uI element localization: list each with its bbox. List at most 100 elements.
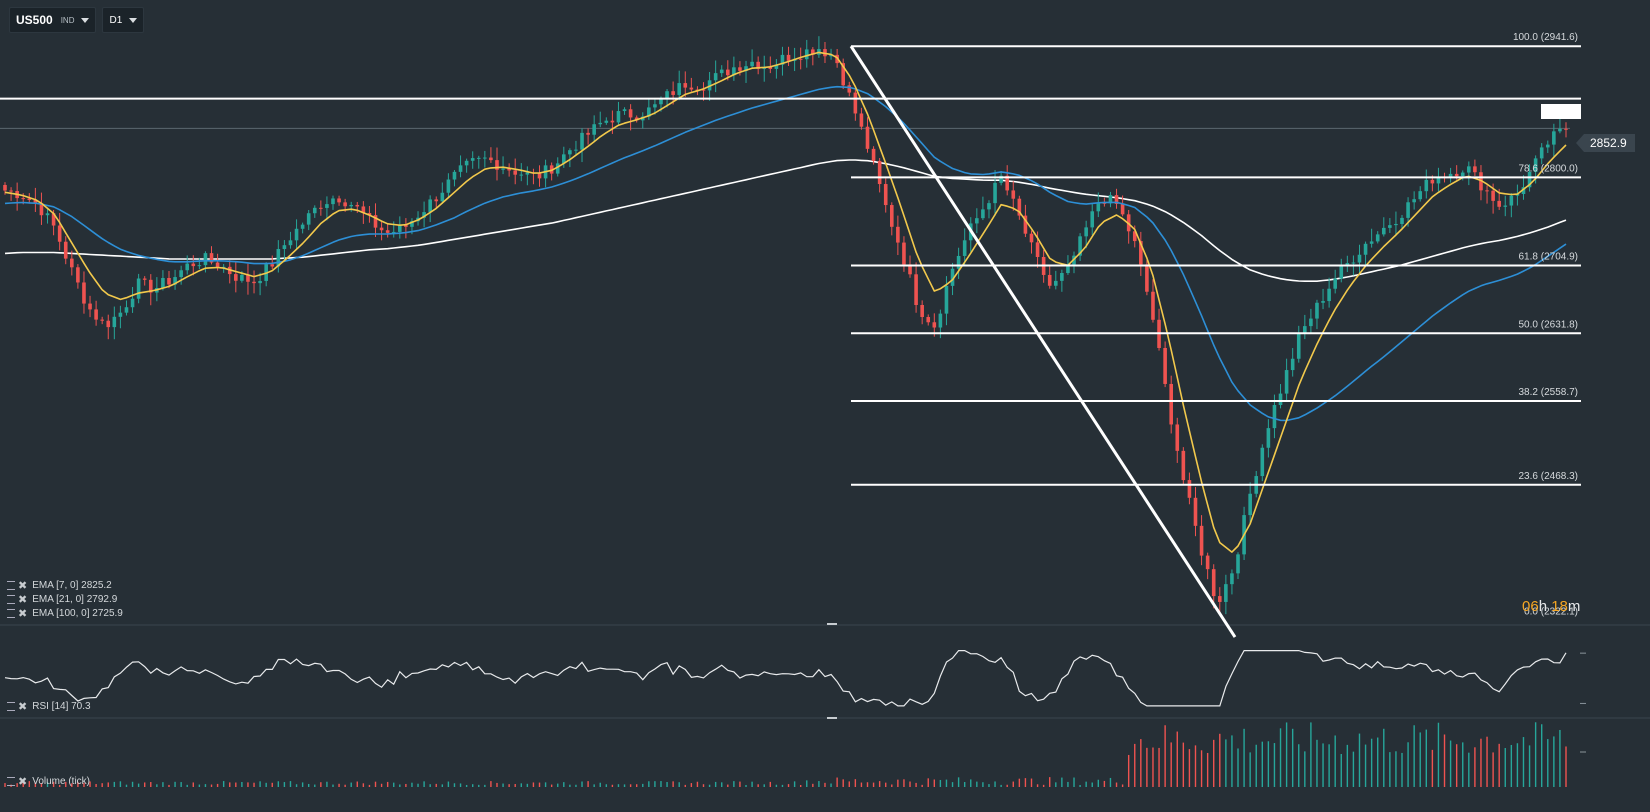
volume-bar bbox=[259, 781, 261, 787]
fib-level-label: 38.2 (2558.7) bbox=[1519, 387, 1579, 398]
volume-bar bbox=[1559, 729, 1561, 787]
candle-body bbox=[744, 66, 748, 71]
volume-bar bbox=[1498, 743, 1500, 787]
volume-bar bbox=[1322, 743, 1324, 787]
candle-body bbox=[519, 174, 524, 176]
volume-bar bbox=[1042, 784, 1045, 787]
volume-bar bbox=[204, 784, 207, 787]
candle-body bbox=[106, 320, 111, 328]
symbol-selector[interactable]: US500 IND bbox=[9, 7, 97, 33]
volume-bar bbox=[332, 784, 334, 787]
candle-body bbox=[1108, 195, 1113, 204]
candle-body bbox=[361, 206, 366, 213]
volume-bar bbox=[1352, 751, 1355, 787]
close-icon[interactable]: ✖ bbox=[18, 776, 28, 788]
candle-body bbox=[51, 213, 56, 226]
volume-bar bbox=[168, 784, 170, 787]
candle-body bbox=[1169, 383, 1173, 425]
volume-bar bbox=[848, 781, 850, 787]
volume-bar bbox=[380, 783, 383, 787]
candle-body bbox=[1539, 147, 1544, 159]
candle-body bbox=[185, 263, 190, 271]
volume-bar bbox=[271, 782, 273, 787]
legend-ema100[interactable]: ✖ EMA [100, 0] 2725.9 bbox=[7, 607, 123, 620]
fib-level-label: 23.6 (2468.3) bbox=[1519, 471, 1579, 482]
close-icon[interactable]: ✖ bbox=[18, 594, 28, 606]
candle-body bbox=[173, 277, 177, 285]
volume-bar bbox=[435, 783, 437, 787]
candle-body bbox=[926, 317, 931, 323]
settings-icon[interactable] bbox=[7, 777, 15, 786]
volume-bar bbox=[417, 783, 419, 787]
horizontal-line-handle[interactable] bbox=[1541, 104, 1581, 119]
candle-body bbox=[45, 213, 50, 216]
ema21-path bbox=[4, 85, 1567, 422]
volume-bar bbox=[34, 782, 37, 787]
candle-body bbox=[379, 227, 384, 231]
candle-body bbox=[319, 207, 323, 209]
timeframe-selector[interactable]: D1 bbox=[102, 7, 145, 33]
volume-bar bbox=[399, 784, 401, 787]
ema100-path bbox=[4, 159, 1567, 283]
volume-bar bbox=[672, 781, 674, 787]
legend-ema7[interactable]: ✖ EMA [7, 0] 2825.2 bbox=[7, 579, 112, 592]
candle-body bbox=[1096, 202, 1101, 212]
drawings[interactable] bbox=[0, 45, 1581, 638]
candle-body bbox=[1139, 241, 1143, 265]
close-icon[interactable]: ✖ bbox=[18, 608, 28, 620]
candle-body bbox=[124, 307, 129, 313]
volume-bar bbox=[429, 784, 431, 787]
volume-bar bbox=[1474, 747, 1476, 787]
volume-bar bbox=[690, 783, 693, 787]
volume-bar bbox=[1206, 752, 1209, 787]
candle-body bbox=[877, 160, 882, 185]
candle-body bbox=[1564, 128, 1568, 130]
volume-bar bbox=[684, 784, 686, 787]
volume-bar bbox=[1425, 729, 1427, 787]
candle-body bbox=[622, 109, 627, 112]
volume-bar bbox=[957, 777, 960, 787]
candle-body bbox=[410, 221, 414, 227]
volume-bar bbox=[1103, 780, 1106, 787]
settings-icon[interactable] bbox=[7, 581, 15, 590]
volume-bar bbox=[1358, 733, 1361, 787]
volume-bar bbox=[1377, 737, 1379, 787]
candle-body bbox=[932, 322, 937, 328]
volume-bar bbox=[1565, 746, 1567, 787]
close-icon[interactable]: ✖ bbox=[18, 580, 28, 592]
candle-body bbox=[604, 120, 609, 123]
close-icon[interactable]: ✖ bbox=[18, 701, 28, 713]
legend-ema21[interactable]: ✖ EMA [21, 0] 2792.9 bbox=[7, 593, 117, 606]
volume-bar bbox=[28, 781, 30, 787]
volume-bar bbox=[1395, 751, 1397, 787]
volume-bar bbox=[1547, 739, 1549, 787]
candle-body bbox=[1527, 171, 1532, 188]
volume-bar bbox=[1176, 731, 1178, 787]
candle-body bbox=[719, 69, 724, 74]
settings-icon[interactable] bbox=[7, 609, 15, 618]
legend-rsi[interactable]: ✖ RSI [14] 70.3 bbox=[7, 700, 91, 713]
volume-bar bbox=[1194, 745, 1197, 787]
candle-body bbox=[234, 274, 238, 281]
candle-body bbox=[1102, 202, 1107, 204]
volume-bar bbox=[144, 782, 146, 787]
pane-resize-handle bbox=[827, 623, 837, 625]
candle-body bbox=[628, 109, 633, 118]
volume-bar bbox=[113, 781, 116, 787]
settings-icon[interactable] bbox=[7, 595, 15, 604]
volume-bar bbox=[611, 784, 614, 787]
volume-bar bbox=[362, 783, 365, 787]
candle-body bbox=[118, 312, 123, 317]
volume-bar bbox=[1516, 743, 1519, 787]
legend-volume[interactable]: ✖ Volume (tick) bbox=[7, 775, 90, 788]
candle-body bbox=[962, 240, 967, 256]
volume-bar bbox=[988, 784, 990, 787]
ema7-label: EMA [7, 0] 2825.2 bbox=[32, 580, 112, 591]
candle-body bbox=[21, 198, 26, 200]
candle-body bbox=[975, 218, 979, 224]
pane-resize-handle bbox=[827, 717, 837, 719]
settings-icon[interactable] bbox=[7, 702, 15, 711]
volume-bar bbox=[1000, 784, 1002, 787]
fibonacci-retracement[interactable]: 100.0 (2941.6) 78.6 (2800.0) 61.8 (2704.9)… bbox=[851, 32, 1581, 617]
